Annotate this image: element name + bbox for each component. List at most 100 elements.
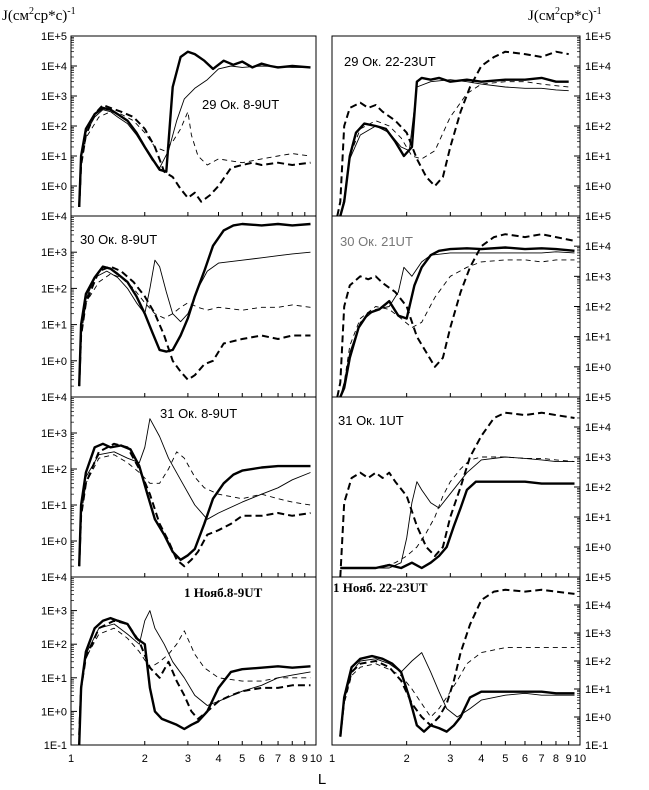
ylabel-left-mid: ср*с): [34, 8, 67, 24]
y-tick-label: 1E+0: [41, 536, 67, 548]
panel-title: 29 Ок. 22-23UT: [344, 54, 436, 69]
series-thin: [339, 79, 569, 217]
panel-title: 30 Ок. 21UT: [340, 234, 413, 249]
panel-title: 1 Нояб. 22-23UT: [333, 580, 428, 595]
x-tick-label: 7: [275, 753, 281, 765]
series-dashed: [339, 411, 575, 578]
y-tick-label: 1E+2: [41, 283, 67, 295]
panel-5: 1E+4 1E+3 1E+2 1E+1 1E+0 31 Ок. 8-9UT: [41, 392, 317, 578]
x-tick-label: 2: [142, 753, 148, 765]
series-thin: [339, 652, 575, 737]
x-tick-label: 8: [553, 753, 559, 765]
panel-title: 30 Ок. 8-9UT: [80, 232, 157, 247]
y-tick-label: 1E+1: [585, 332, 611, 344]
series-dashed: [336, 50, 569, 217]
y-axis-label-left: J(см2ср*с)-1: [2, 6, 76, 24]
y-tick-label: 1E+1: [585, 684, 611, 696]
x-tick-label: 7: [539, 753, 545, 765]
x-tick-label: 5: [239, 753, 245, 765]
y-tick-label: 1E+5: [585, 31, 611, 43]
y-tick-label: 1E+4: [585, 422, 611, 434]
y-tick-label: 1E+0: [585, 181, 611, 193]
panel-title: 29 Ок. 8-9UT: [202, 97, 279, 112]
panel-frame: [70, 35, 317, 217]
panel-2: 1E+5 1E+4 1E+3 1E+2 1E+1 1E+0 29 Ок. 22-23UT: [331, 31, 611, 217]
series-thin-dashed: [339, 259, 575, 398]
panel-6: 1E+5 1E+4 1E+3 1E+2 1E+1 1E+0 31 Ок. 1UT: [331, 392, 611, 578]
x-tick-label: 3: [447, 753, 453, 765]
series-thin-dashed: [78, 273, 311, 387]
series-dashed: [339, 588, 575, 737]
y-axis-label-right: J(см2ср*с)-1: [528, 6, 602, 24]
x-tick-label: 1: [329, 753, 335, 765]
x-tick-label: 9: [302, 753, 308, 765]
series-thin: [78, 251, 311, 387]
ylabel-right-sup1: 2: [555, 6, 560, 17]
series-thick: [339, 246, 575, 398]
x-tick-label: 2: [404, 753, 410, 765]
series-thin: [78, 65, 311, 202]
y-tick-label: 1E+5: [41, 31, 67, 43]
y-tick-label: 1E+0: [41, 181, 67, 193]
series-dashed: [78, 442, 311, 568]
panel-title: 31 Ок. 8-9UT: [160, 406, 237, 421]
y-tick-label: 1E+4: [41, 61, 67, 73]
x-tick-label: 9: [566, 753, 572, 765]
x-tick-label: 10: [574, 753, 586, 765]
ylabel-right-base: J(см: [528, 8, 555, 24]
series-dashed: [78, 265, 311, 387]
y-tick-label: 1E+3: [41, 247, 67, 259]
y-tick-label: 1E+1: [585, 151, 611, 163]
x-tick-label: 8: [289, 753, 295, 765]
y-tick-label: 1E+4: [41, 572, 67, 584]
y-tick-label: 1E-1: [585, 740, 608, 752]
y-tick-label: 1E+1: [41, 500, 67, 512]
ylabel-left-sup1: 2: [29, 6, 34, 17]
series-thin-dashed: [78, 627, 311, 735]
panels: 1E+5 1E+4 1E+3 1E+2 1E+1 1E+0 29 Ок. 8-9UT 1E+5…: [41, 31, 611, 765]
series-thick: [78, 616, 311, 746]
series-thin: [78, 418, 311, 560]
y-tick-label: 1E+2: [585, 482, 611, 494]
y-tick-label: 1E+2: [41, 639, 67, 651]
y-tick-label: 1E+3: [41, 606, 67, 618]
y-tick-label: 1E+2: [585, 121, 611, 133]
x-tick-label: 4: [478, 753, 484, 765]
x-axis-label: L: [318, 771, 326, 788]
series-thick: [78, 222, 311, 387]
series-thin: [78, 610, 311, 735]
series-thin-dashed: [78, 451, 311, 567]
series-thick: [339, 76, 569, 217]
series-thin-dashed: [340, 456, 575, 569]
y-tick-label: 1E-1: [44, 740, 67, 752]
series-dashed: [336, 233, 575, 398]
y-tick-label: 1E+4: [41, 392, 67, 404]
y-tick-label: 1E+3: [41, 428, 67, 440]
series-thick: [78, 442, 311, 567]
x-tick-label: 5: [502, 753, 508, 765]
x-tick-label: 1: [68, 753, 74, 765]
panel-4: 1E+5 1E+4 1E+3 1E+2 1E+1 1E+0 30 Ок. 21UT: [331, 211, 611, 398]
y-tick-label: 1E+2: [41, 464, 67, 476]
ylabel-left-sup2: -1: [67, 6, 75, 17]
y-tick-label: 1E+3: [585, 91, 611, 103]
y-tick-label: 1E+5: [585, 392, 611, 404]
x-tick-label: 6: [522, 753, 528, 765]
y-tick-label: 1E+0: [41, 356, 67, 368]
series-thin: [339, 251, 575, 398]
y-tick-label: 1E+4: [585, 241, 611, 253]
y-tick-label: 1E+4: [585, 600, 611, 612]
y-tick-label: 1E+2: [585, 656, 611, 668]
y-tick-label: 1E+4: [41, 211, 67, 223]
panel-title: 31 Ок. 1UT: [338, 413, 404, 428]
x-tick-label: 3: [185, 753, 191, 765]
ylabel-left-base: J(см: [2, 8, 29, 24]
ylabel-right-mid: ср*с): [560, 8, 593, 24]
panel-8: 1E+5 1E+4 1E+3 1E+2 1E+1 1E+0 1E-1 1 2 3 4 5 6 7 8 9 10 1…: [329, 572, 611, 765]
x-tick-label: 4: [215, 753, 221, 765]
y-tick-label: 1E+4: [585, 61, 611, 73]
series-thin-dashed: [339, 81, 569, 217]
series-thin-dashed: [339, 647, 575, 737]
y-tick-label: 1E+3: [585, 628, 611, 640]
